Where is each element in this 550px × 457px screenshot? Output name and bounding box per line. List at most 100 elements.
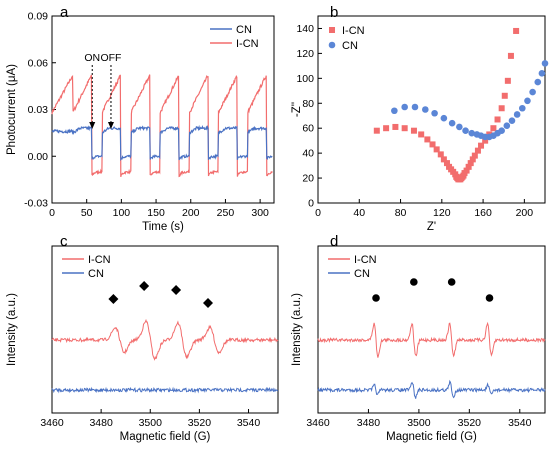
y-tick-label: 0.09	[28, 11, 49, 23]
legend-label: I-CN	[88, 254, 111, 266]
data-point-square	[482, 137, 489, 144]
data-point-circle	[541, 60, 549, 67]
peak-marker-dot	[372, 294, 380, 302]
panel-letter-d: d	[330, 233, 338, 250]
legend-label: I-CN	[236, 38, 259, 50]
x-tick-label: 3500	[407, 417, 431, 429]
x-tick-label: 0	[315, 207, 321, 219]
peak-marker-diamond	[171, 285, 182, 295]
panel-a: 0 50 100 150 200 250 300 -0.03 0.00 0.03 0.06 0.09 T…	[6, 11, 275, 233]
x-tick-label: 50	[81, 207, 93, 219]
plot-frame	[317, 15, 546, 204]
peak-marker-diamond	[108, 294, 119, 304]
data-point-square	[410, 127, 417, 134]
peak-marker-diamond	[139, 281, 150, 291]
x-tick-label: 3520	[458, 417, 482, 429]
x-tick-label: 3520	[188, 417, 212, 429]
x-tick-label: 200	[516, 207, 534, 219]
legend-label: I-CN	[342, 25, 365, 37]
series-line-cn	[51, 386, 279, 394]
x-axis-label: Magnetic field (G)	[120, 431, 211, 443]
x-tick-label: 120	[433, 207, 451, 219]
legend-label: CN	[236, 24, 252, 36]
legend-marker-circle	[328, 41, 336, 49]
data-point-square	[373, 127, 380, 134]
y-tick-label: 0.03	[28, 104, 49, 116]
legend-label: CN	[354, 268, 370, 280]
y-tick-label: 60	[302, 123, 314, 135]
x-tick-label: 40	[353, 207, 365, 219]
data-point-square	[440, 156, 447, 163]
data-point-circle	[440, 114, 448, 122]
data-point-square	[494, 116, 501, 123]
x-tick-label: 0	[49, 207, 55, 219]
series-line-i-cn	[51, 318, 279, 361]
data-point-square	[463, 167, 470, 174]
x-tick-label: 3480	[89, 417, 113, 429]
x-tick-label: 150	[147, 207, 165, 219]
data-point-circle	[538, 70, 546, 77]
data-point-square	[498, 105, 505, 112]
series-line-cn	[51, 124, 273, 162]
data-point-circle	[462, 127, 469, 134]
data-point-square	[418, 131, 425, 138]
legend-marker-square	[329, 27, 335, 33]
annotation-label: OFF	[100, 52, 121, 64]
x-tick-label: 3540	[237, 417, 261, 429]
data-point-square	[471, 152, 478, 159]
y-tick-label: 20	[302, 173, 314, 185]
x-tick-label: 3460	[306, 417, 330, 429]
x-axis-label: Z'	[427, 221, 436, 233]
annotation-arrowhead	[89, 122, 96, 129]
data-point-square	[401, 125, 408, 132]
data-point-square	[501, 92, 508, 99]
data-point-square	[507, 52, 514, 59]
data-point-circle	[529, 88, 536, 96]
x-axis-label: Magnetic field (G)	[386, 431, 477, 443]
panel-d: 3460 3480 3500 3520 3540 Magnetic field (G) In…	[291, 245, 546, 443]
y-tick-label: 0.06	[28, 57, 49, 69]
y-tick-label: -0.03	[24, 198, 48, 210]
x-tick-label: 3480	[357, 417, 381, 429]
x-tick-label: 160	[474, 207, 492, 219]
panel-letter-a: a	[60, 4, 69, 21]
data-point-circle	[456, 123, 463, 131]
y-axis-label: Photocurrent (μA)	[6, 64, 18, 155]
x-tick-label: 250	[217, 207, 235, 219]
data-point-square	[490, 125, 497, 132]
x-tick-label: 3500	[139, 417, 163, 429]
data-point-circle	[513, 111, 521, 118]
y-tick-label: 0	[308, 198, 314, 210]
data-point-square	[469, 156, 476, 163]
peak-marker-dot	[447, 278, 456, 286]
annotation-arrowhead	[107, 122, 114, 129]
x-tick-label: 300	[251, 207, 269, 219]
panel-letter-b: b	[330, 4, 338, 21]
data-point-square	[429, 141, 436, 148]
data-point-square	[433, 146, 440, 153]
legend-label: CN	[342, 40, 358, 52]
data-point-circle	[391, 107, 398, 115]
data-point-circle	[524, 97, 531, 105]
y-tick-label: 80	[302, 98, 314, 110]
data-point-circle	[401, 103, 408, 111]
data-point-circle	[498, 127, 505, 134]
y-axis-label: -Z''	[291, 102, 303, 117]
data-point-circle	[508, 117, 516, 125]
panel-letter-c: c	[60, 233, 68, 250]
data-point-square	[424, 136, 431, 143]
series-line-i-cn	[51, 74, 273, 178]
data-point-square	[437, 151, 444, 158]
data-point-circle	[534, 78, 542, 86]
x-axis-label: Time (s)	[142, 221, 184, 233]
y-axis-label: Intensity (a.u.)	[291, 293, 303, 366]
data-point-square	[513, 27, 520, 34]
data-point-square	[443, 160, 450, 167]
data-point-square	[478, 142, 485, 149]
panel-c: 3460 3480 3500 3520 3540 Magnetic field (G) In…	[6, 245, 279, 443]
panel-b: 0 40 80 120 160 200 0 20 40 60 80 100 120 140 Z' -Z'' I-…	[291, 15, 549, 233]
series-line-i-cn	[317, 321, 546, 358]
data-point-square	[467, 160, 474, 167]
x-tick-label: 3540	[508, 417, 532, 429]
